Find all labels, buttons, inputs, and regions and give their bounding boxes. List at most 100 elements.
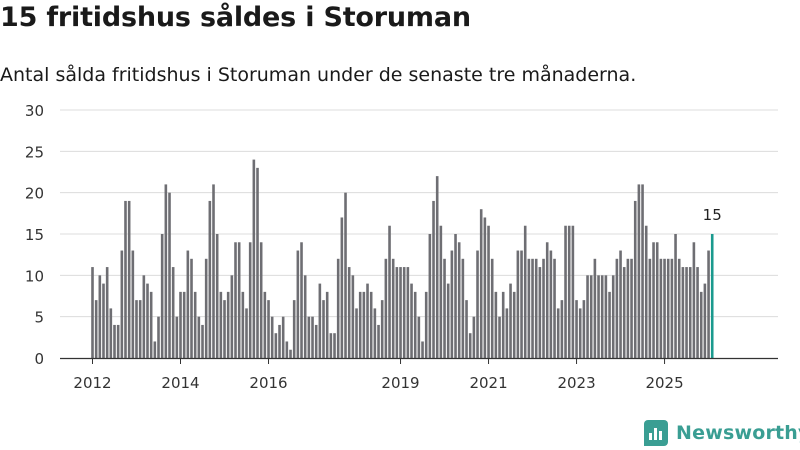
bar <box>479 209 483 358</box>
bar <box>223 300 226 358</box>
bar <box>553 258 556 358</box>
bar <box>186 250 190 358</box>
bar <box>663 258 666 358</box>
bar <box>446 283 450 358</box>
last-value-label: 15 <box>703 206 722 224</box>
bar <box>124 200 127 358</box>
bar <box>303 275 307 358</box>
bar <box>545 242 549 358</box>
bar <box>377 324 380 358</box>
bar <box>685 267 688 358</box>
y-tick-label: 20 <box>25 185 44 203</box>
bar <box>329 333 333 358</box>
bar <box>285 341 289 358</box>
bar <box>314 324 318 358</box>
bar <box>465 300 468 358</box>
bar <box>626 258 630 358</box>
bar <box>347 267 351 358</box>
bar <box>699 291 703 358</box>
bar <box>263 291 267 358</box>
bar <box>116 324 120 358</box>
bar <box>703 283 707 358</box>
bar <box>109 308 113 358</box>
chart-title: 15 fritidshus såldes i Storuman <box>0 2 471 33</box>
bar <box>549 250 553 358</box>
bar <box>406 267 410 358</box>
bar <box>164 184 168 358</box>
bar <box>318 283 322 358</box>
bar <box>322 300 325 358</box>
bar <box>670 258 674 358</box>
bar <box>655 242 659 358</box>
bar <box>435 176 439 358</box>
newsworthy-logo: Newsworthy <box>644 420 800 446</box>
bar <box>131 250 135 358</box>
y-tick-label: 30 <box>25 102 44 120</box>
bar <box>193 291 197 358</box>
bar <box>542 258 545 358</box>
bar <box>498 316 501 358</box>
bar <box>171 267 175 358</box>
y-tick-label: 15 <box>25 226 44 244</box>
bar <box>182 291 186 358</box>
x-axis: 2012 2014 2016 2019 2021 2023 2025 <box>60 357 778 392</box>
bar <box>234 242 237 358</box>
bar <box>611 275 615 358</box>
bar <box>531 258 534 358</box>
bar <box>138 300 142 358</box>
bar <box>237 242 241 358</box>
bar <box>230 275 234 358</box>
bar <box>619 250 622 358</box>
bar <box>608 291 611 358</box>
bar <box>215 234 219 358</box>
bar <box>527 258 531 358</box>
chart-subtitle: Antal sålda fritidshus i Storuman under … <box>0 64 637 86</box>
bar <box>135 300 138 358</box>
bar <box>274 333 278 358</box>
bar <box>160 234 164 358</box>
bar <box>351 275 355 358</box>
bar <box>300 242 303 358</box>
bar <box>659 258 663 358</box>
bar <box>157 316 160 358</box>
bar <box>325 291 329 358</box>
bar <box>443 258 446 358</box>
bar <box>153 341 157 358</box>
bar <box>578 308 582 358</box>
bar <box>175 316 179 358</box>
bar <box>94 300 98 358</box>
bar <box>641 184 644 358</box>
bar <box>98 275 102 358</box>
bar <box>457 242 461 358</box>
bar <box>666 258 670 358</box>
bar <box>633 200 637 358</box>
bars <box>91 159 714 358</box>
bar <box>384 258 388 358</box>
bar <box>516 250 520 358</box>
bar <box>391 258 395 358</box>
bar <box>256 167 259 358</box>
x-tick-label: 2023 <box>557 374 595 392</box>
bar <box>355 308 358 358</box>
bar <box>358 291 362 358</box>
bar <box>380 300 384 358</box>
bar <box>692 242 696 358</box>
bar <box>567 225 571 358</box>
bar <box>212 184 215 358</box>
bar <box>472 316 476 358</box>
x-tick-label: 2025 <box>645 374 683 392</box>
bar <box>366 283 369 358</box>
bar <box>336 258 340 358</box>
bar <box>281 316 285 358</box>
bar <box>252 159 256 358</box>
bar <box>450 250 454 358</box>
bar <box>417 316 421 358</box>
bar <box>120 250 124 358</box>
bar <box>142 275 146 358</box>
x-tick-label: 2019 <box>381 374 419 392</box>
x-tick-label: 2016 <box>249 374 287 392</box>
bar <box>476 250 479 358</box>
bar <box>278 324 281 358</box>
bar <box>468 333 472 358</box>
